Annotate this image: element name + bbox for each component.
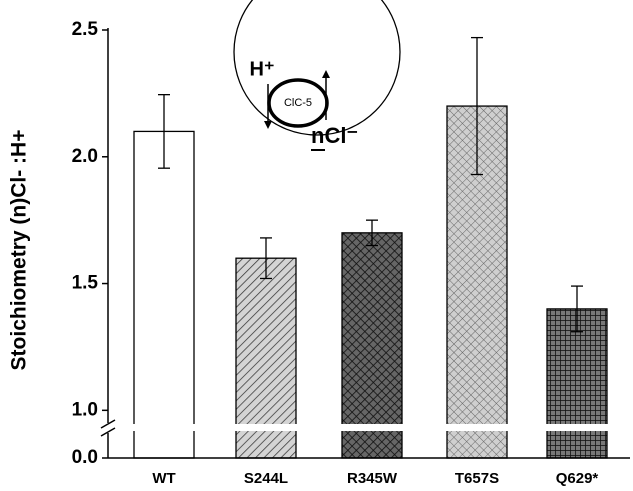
proton-label: H⁺ bbox=[250, 58, 275, 80]
chloride-label: nCl⁻ bbox=[311, 123, 358, 148]
y-axis-label: Stoichiometry (n)Cl- :H+ bbox=[8, 130, 31, 371]
y-tick-label: 1.5 bbox=[72, 273, 99, 294]
inset-diagram: H⁺ ClC-5 nCl⁻ bbox=[233, 0, 401, 151]
y-tick-label: 1.0 bbox=[72, 399, 98, 420]
arrowhead bbox=[264, 121, 272, 129]
bar bbox=[546, 308, 608, 459]
channel bbox=[267, 78, 329, 128]
arrowhead bbox=[322, 70, 330, 78]
x-tick-label: R345W bbox=[347, 470, 398, 487]
vesicle bbox=[233, 0, 401, 136]
channel-label: ClC-5 bbox=[284, 97, 312, 109]
x-tick-label: T657S bbox=[455, 470, 499, 487]
axis-break-gap bbox=[96, 424, 630, 431]
break-mark bbox=[100, 427, 116, 437]
x-tick-label: S244L bbox=[244, 470, 288, 487]
x-tick-label: WT bbox=[152, 470, 175, 487]
y-tick-label: 0.0 bbox=[72, 447, 98, 468]
bar bbox=[133, 130, 195, 459]
y-tick-label: 2.0 bbox=[72, 146, 98, 167]
break-mark bbox=[100, 419, 116, 429]
plot-area: WT S244L R345W T657S Q629* 0.0 1.0 1.5 2.0 2.5 bbox=[72, 19, 630, 487]
x-tick-label: Q629* bbox=[556, 470, 599, 487]
y-tick-label: 2.5 bbox=[72, 19, 99, 40]
bar bbox=[341, 232, 403, 459]
